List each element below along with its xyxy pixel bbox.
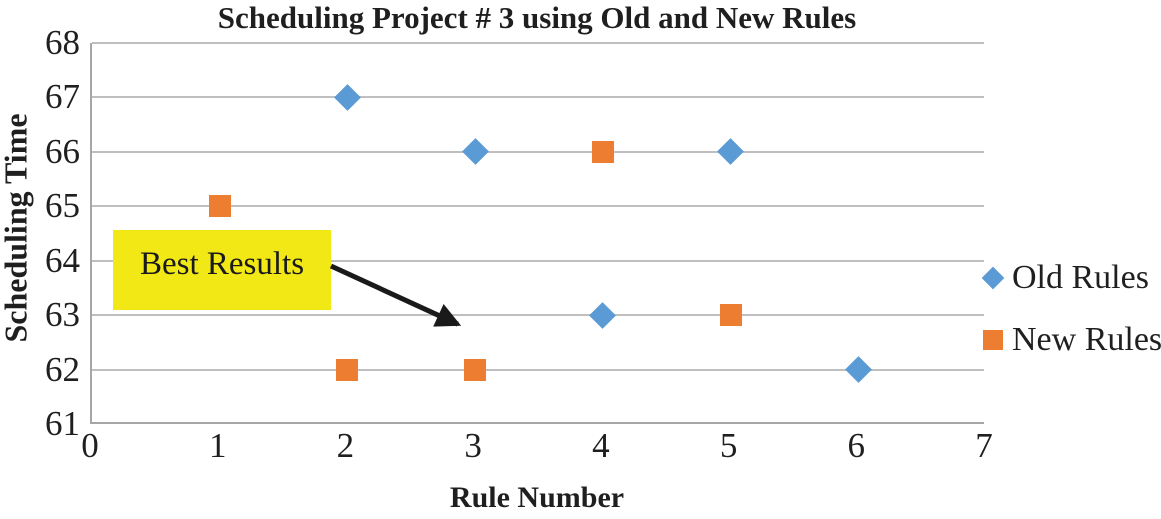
gridline-y-66 <box>92 150 984 153</box>
legend-label: New Rules <box>1012 321 1161 358</box>
point-new-rules-x4-y66 <box>591 140 614 163</box>
x-tick-label-4: 4 <box>592 426 610 465</box>
y-tick-label-65: 65 <box>45 186 80 226</box>
legend-square-icon <box>983 330 1003 350</box>
gridline-y-67 <box>92 96 984 99</box>
point-old-rules-x4-y63 <box>589 301 617 329</box>
point-old-rules-x2-y67 <box>333 83 361 111</box>
point-new-rules-x5-y63 <box>719 304 742 327</box>
x-tick-label-3: 3 <box>464 426 482 465</box>
gridline-y-68 <box>92 42 984 44</box>
legend-item-new-rules: New Rules <box>981 318 1161 362</box>
x-tick-label-6: 6 <box>847 426 866 465</box>
y-tick-label-63: 63 <box>45 295 80 335</box>
gridline-y-64 <box>92 259 984 262</box>
gridline-y-63 <box>92 314 984 317</box>
annotation-callout: Best Results <box>113 230 331 310</box>
y-tick-label-67: 67 <box>45 77 80 117</box>
point-new-rules-x2-y62 <box>336 358 359 381</box>
gridline-y-65 <box>92 205 984 208</box>
point-new-rules-x3-y62 <box>464 358 487 381</box>
x-tick-label-0: 0 <box>81 426 99 465</box>
y-tick-label-61: 61 <box>45 404 80 443</box>
y-tick-label-66: 66 <box>45 131 80 171</box>
annotation-text: Best Results <box>139 245 305 282</box>
y-tick-label-68: 68 <box>45 23 80 62</box>
x-axis-title: Rule Number <box>449 481 625 514</box>
x-tick-label-5: 5 <box>719 426 738 465</box>
point-old-rules-x5-y66 <box>717 138 744 166</box>
x-tick-label-1: 1 <box>208 426 227 465</box>
y-tick-label-64: 64 <box>45 240 80 280</box>
legend-label: Old Rules <box>1012 259 1149 296</box>
point-old-rules-x3-y66 <box>461 138 489 166</box>
gridline-y-62 <box>92 368 984 371</box>
point-old-rules-x6-y62 <box>844 356 872 383</box>
chart-title: Scheduling Project # 3 using Old and New… <box>217 0 857 35</box>
legend-item-old-rules: Old Rules <box>981 256 1149 300</box>
y-tick-label-62: 62 <box>45 349 80 389</box>
x-tick-label-2: 2 <box>336 426 355 465</box>
legend-diamond-icon <box>981 266 1005 290</box>
point-new-rules-x1-y65 <box>208 195 231 218</box>
x-tick-label-7: 7 <box>975 426 993 465</box>
